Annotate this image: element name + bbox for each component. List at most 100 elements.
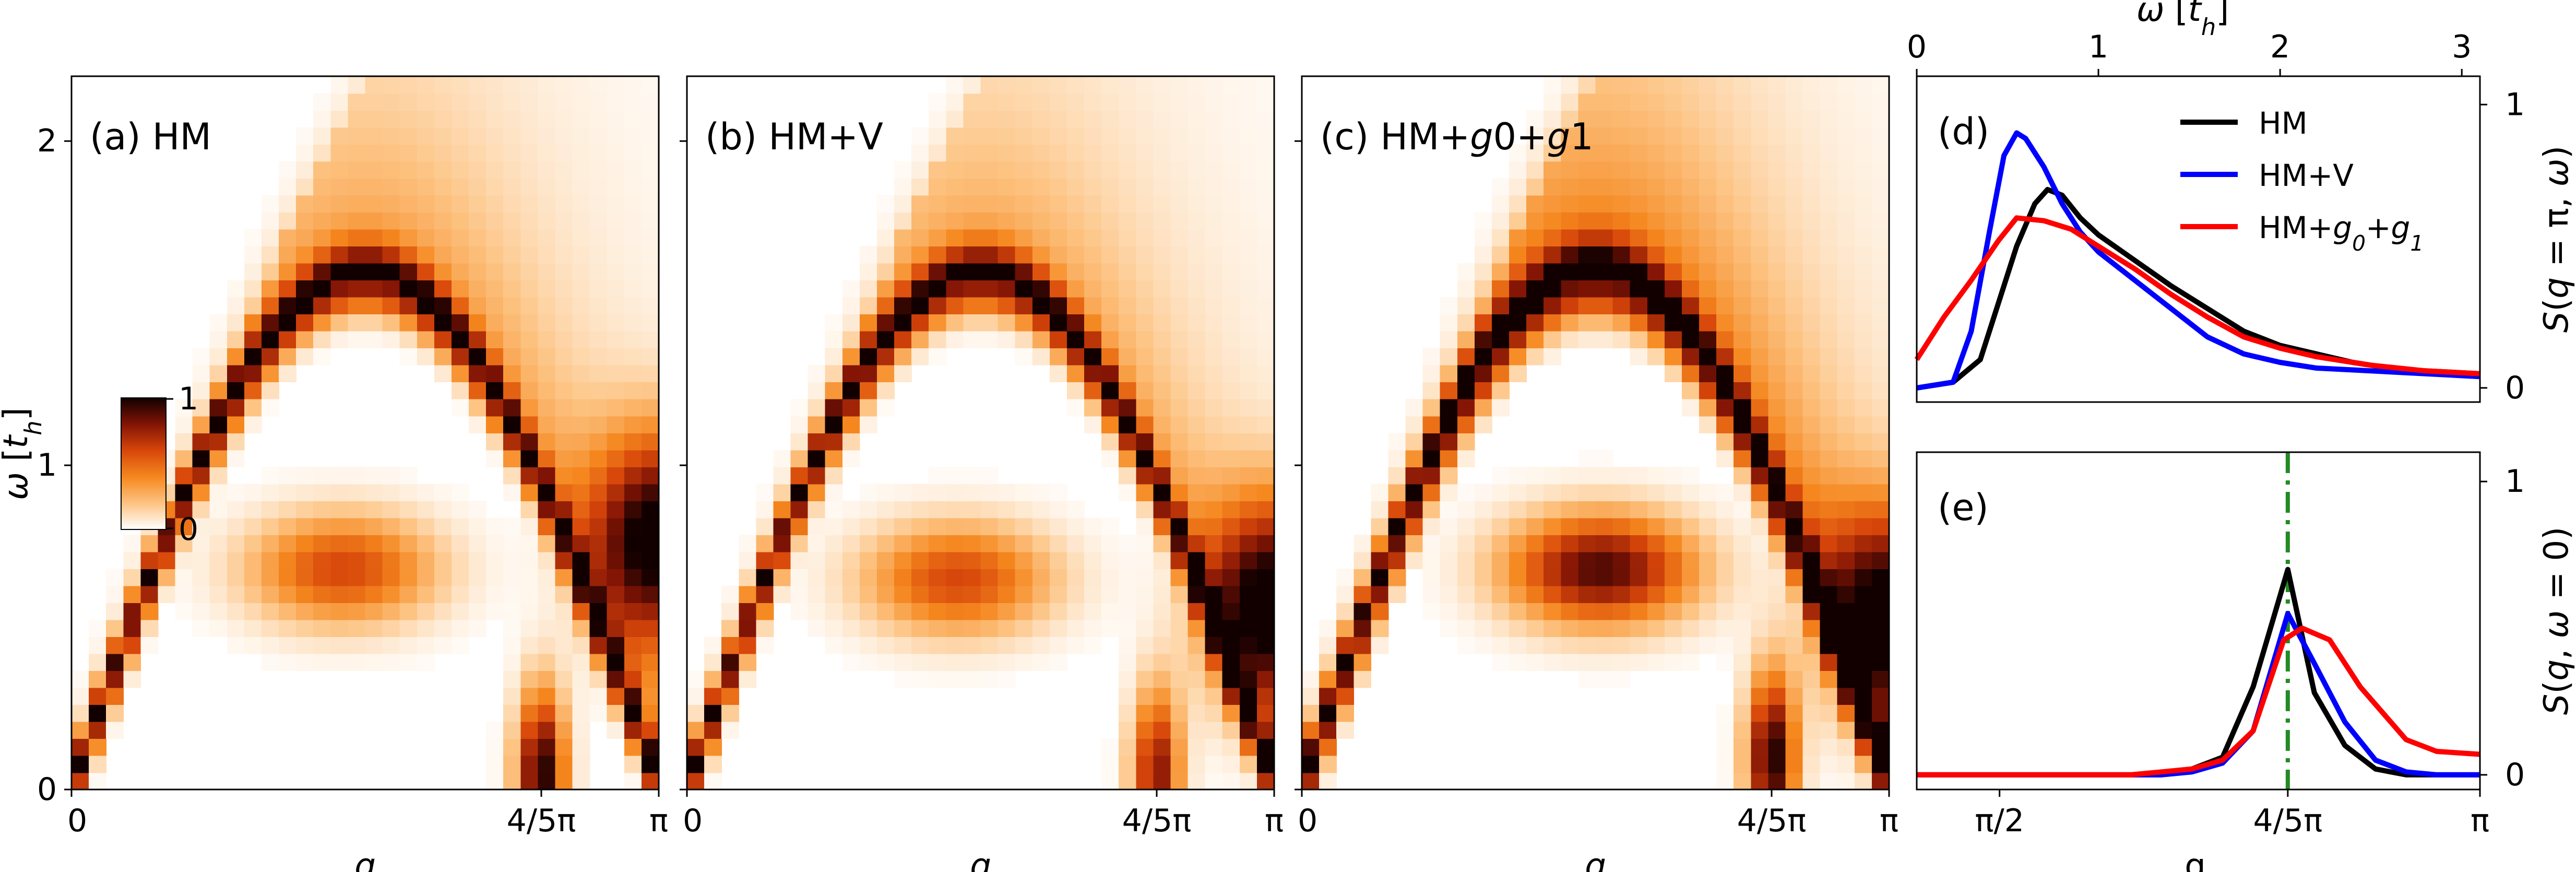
heatmap-cell xyxy=(624,76,642,94)
x-tick-label: 0 xyxy=(1298,803,1317,839)
heatmap-cell xyxy=(279,603,296,620)
heatmap-cell xyxy=(929,229,947,246)
heatmap-cell xyxy=(572,637,590,654)
heatmap-cell xyxy=(946,110,964,128)
heatmap-cell xyxy=(1595,670,1613,688)
heatmap-cell xyxy=(555,399,573,417)
heatmap-cell xyxy=(790,551,809,569)
heatmap-cell xyxy=(451,364,469,383)
heatmap-cell xyxy=(1768,161,1786,179)
colorbar-scale xyxy=(121,397,167,530)
heatmap-cell xyxy=(998,535,1016,552)
heatmap-cell xyxy=(1422,364,1441,383)
heatmap-cell xyxy=(1681,331,1700,349)
heatmap-cell xyxy=(894,517,912,535)
heatmap-cell xyxy=(262,484,279,501)
heatmap-cell xyxy=(1084,161,1102,179)
heatmap-cell xyxy=(1630,246,1648,264)
heatmap-cell xyxy=(1222,178,1240,196)
heatmap-cell xyxy=(1664,364,1682,383)
heatmap-cell xyxy=(1188,229,1206,246)
heatmap-cell xyxy=(998,246,1016,264)
heatmap-cell xyxy=(348,535,366,552)
heatmap-cell xyxy=(296,637,314,654)
heatmap-cell xyxy=(1066,348,1085,366)
heatmap-cell xyxy=(296,467,314,485)
heatmap-cell xyxy=(1681,280,1700,298)
heatmap-cell xyxy=(1032,619,1050,638)
heatmap-cell xyxy=(624,569,642,586)
heatmap-cell xyxy=(365,535,383,552)
heatmap-cell xyxy=(1205,382,1223,399)
heatmap-cell xyxy=(1509,364,1527,383)
heatmap-cell xyxy=(365,484,383,501)
heatmap-cell xyxy=(1188,76,1206,94)
heatmap-cell xyxy=(825,517,843,535)
heatmap-cell xyxy=(1319,637,1337,654)
heatmap-cell xyxy=(209,416,228,433)
heatmap-cell xyxy=(175,433,193,451)
panel-label: (a) HM xyxy=(90,115,211,158)
heatmap-cell xyxy=(589,348,608,366)
heatmap-cell xyxy=(1153,263,1171,281)
heatmap-cell xyxy=(929,569,947,586)
heatmap-cell xyxy=(417,76,435,94)
heatmap-cell xyxy=(1440,484,1458,501)
heatmap-cell xyxy=(1256,517,1275,535)
heatmap-cell xyxy=(1612,551,1631,569)
heatmap-cell xyxy=(330,144,349,162)
heatmap-cell xyxy=(1119,127,1137,145)
heatmap-frame xyxy=(70,75,660,791)
heatmap-cell xyxy=(704,721,722,739)
heatmap-cell xyxy=(963,178,981,196)
heatmap-cell xyxy=(1647,467,1665,485)
heatmap-cell xyxy=(503,178,521,196)
heatmap-cell xyxy=(1222,246,1240,264)
heatmap-cell xyxy=(607,178,625,196)
heatmap-cell xyxy=(503,399,521,417)
heatmap-cell xyxy=(399,517,418,535)
heatmap-cell xyxy=(641,348,659,366)
heatmap-cell xyxy=(1820,178,1838,196)
heatmap-cell xyxy=(589,246,608,264)
heatmap-cell xyxy=(1153,738,1171,756)
heatmap-cell xyxy=(365,501,383,519)
heatmap-cell xyxy=(1474,246,1492,264)
heatmap-cell xyxy=(1854,772,1872,790)
heatmap-cell xyxy=(859,501,877,519)
heatmap-cell xyxy=(1785,364,1803,383)
heatmap-cell xyxy=(434,314,452,332)
heatmap-cell xyxy=(607,110,625,128)
heatmap-cell xyxy=(894,585,912,603)
heatmap-cell xyxy=(641,297,659,315)
heatmap-cell xyxy=(1871,178,1890,196)
heatmap-cell xyxy=(1119,364,1137,383)
heatmap-cell xyxy=(1820,721,1838,739)
heatmap-cell xyxy=(1734,364,1752,383)
heatmap-cell xyxy=(1630,144,1648,162)
heatmap-cell xyxy=(1612,603,1631,620)
heatmap-cell xyxy=(1768,229,1786,246)
heatmap-cell xyxy=(1820,348,1838,366)
heatmap-cell xyxy=(399,619,418,638)
heatmap-cell xyxy=(520,484,539,501)
heatmap-cell xyxy=(1032,551,1050,569)
heatmap-cell xyxy=(641,704,659,722)
heatmap-cell xyxy=(520,364,539,383)
heatmap-cell xyxy=(1205,467,1223,485)
heatmap-cell xyxy=(1802,229,1821,246)
heatmap-cell xyxy=(1084,297,1102,315)
heatmap-cell xyxy=(1066,246,1085,264)
heatmap-cell xyxy=(946,263,964,281)
heatmap-cell xyxy=(469,263,486,281)
heatmap-cell xyxy=(572,484,590,501)
heatmap-cell xyxy=(1699,382,1717,399)
heatmap-cell xyxy=(469,603,486,620)
heatmap-cell xyxy=(641,603,659,620)
heatmap-cell xyxy=(641,721,659,739)
heatmap-cell xyxy=(1751,517,1769,535)
heatmap-cell xyxy=(1561,637,1579,654)
heatmap-cell xyxy=(1751,399,1769,417)
heatmap-cell xyxy=(1032,144,1050,162)
heatmap-cell xyxy=(877,551,895,569)
